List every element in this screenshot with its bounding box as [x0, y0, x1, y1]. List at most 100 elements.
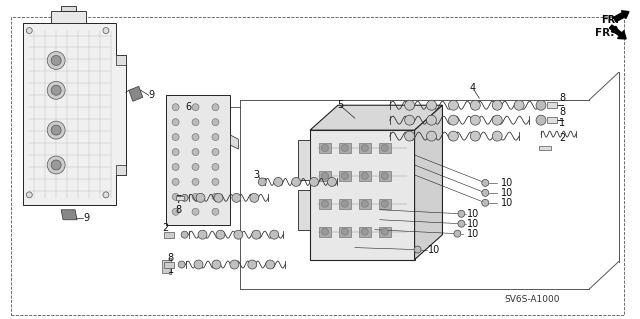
Circle shape — [212, 178, 219, 185]
Circle shape — [269, 230, 278, 239]
Text: 10: 10 — [501, 178, 513, 188]
Text: 10: 10 — [467, 219, 479, 229]
Text: 10: 10 — [501, 188, 513, 198]
Polygon shape — [359, 227, 371, 237]
Circle shape — [248, 260, 257, 269]
Text: 10: 10 — [428, 245, 440, 255]
Text: 9: 9 — [83, 213, 89, 223]
Polygon shape — [339, 171, 351, 181]
Circle shape — [404, 115, 415, 125]
Circle shape — [458, 210, 465, 217]
Circle shape — [449, 100, 458, 110]
Circle shape — [449, 131, 458, 141]
Polygon shape — [379, 227, 390, 237]
Text: 8: 8 — [559, 107, 565, 117]
Text: 8: 8 — [168, 253, 174, 263]
Circle shape — [381, 200, 388, 207]
Polygon shape — [129, 86, 143, 101]
Text: 2: 2 — [559, 133, 565, 143]
Circle shape — [514, 100, 524, 110]
Polygon shape — [339, 199, 351, 209]
Circle shape — [470, 115, 480, 125]
Polygon shape — [175, 196, 184, 200]
Text: 2: 2 — [163, 223, 169, 233]
Text: 1: 1 — [168, 264, 174, 275]
Circle shape — [381, 228, 388, 235]
Polygon shape — [51, 11, 86, 23]
Circle shape — [194, 260, 203, 269]
Circle shape — [192, 134, 199, 141]
Polygon shape — [539, 146, 551, 150]
Circle shape — [362, 228, 368, 235]
Circle shape — [212, 260, 221, 269]
Polygon shape — [116, 165, 126, 175]
Circle shape — [414, 246, 421, 253]
Circle shape — [321, 200, 328, 207]
Circle shape — [536, 100, 546, 110]
Polygon shape — [61, 6, 76, 11]
Circle shape — [47, 81, 65, 99]
FancyArrow shape — [614, 11, 629, 22]
Polygon shape — [359, 171, 371, 181]
Circle shape — [341, 228, 348, 235]
Circle shape — [192, 149, 199, 156]
Circle shape — [47, 51, 65, 70]
Polygon shape — [319, 227, 331, 237]
Text: 10: 10 — [467, 209, 479, 219]
Text: 8: 8 — [559, 93, 565, 103]
Polygon shape — [23, 23, 126, 205]
Polygon shape — [339, 143, 351, 153]
Text: 10: 10 — [501, 198, 513, 208]
Circle shape — [341, 200, 348, 207]
Circle shape — [198, 230, 207, 239]
Circle shape — [321, 173, 328, 179]
Polygon shape — [298, 140, 310, 180]
Circle shape — [212, 208, 219, 215]
Circle shape — [103, 27, 109, 33]
Circle shape — [292, 177, 301, 186]
Circle shape — [362, 145, 368, 152]
Text: 10: 10 — [467, 229, 479, 239]
Circle shape — [51, 56, 61, 65]
Circle shape — [266, 260, 275, 269]
Text: 6: 6 — [186, 102, 192, 112]
Text: SV6S-A1000: SV6S-A1000 — [504, 295, 560, 304]
Circle shape — [470, 131, 480, 141]
Circle shape — [192, 208, 199, 215]
Circle shape — [426, 100, 436, 110]
Circle shape — [362, 200, 368, 207]
Circle shape — [172, 193, 179, 200]
Polygon shape — [61, 210, 77, 220]
Circle shape — [454, 230, 461, 237]
Circle shape — [26, 192, 32, 198]
Text: 3: 3 — [253, 170, 259, 180]
Circle shape — [274, 177, 283, 186]
Circle shape — [252, 230, 260, 239]
FancyArrow shape — [609, 25, 626, 39]
Circle shape — [404, 100, 415, 110]
Circle shape — [181, 231, 188, 238]
Polygon shape — [547, 102, 557, 108]
Circle shape — [172, 163, 179, 170]
Circle shape — [212, 134, 219, 141]
Circle shape — [328, 177, 337, 186]
Polygon shape — [319, 143, 331, 153]
Circle shape — [381, 173, 388, 179]
Circle shape — [196, 193, 205, 202]
Circle shape — [178, 261, 185, 268]
Circle shape — [192, 193, 199, 200]
Circle shape — [492, 131, 502, 141]
Circle shape — [232, 193, 241, 202]
Polygon shape — [359, 143, 371, 153]
Polygon shape — [166, 95, 230, 225]
Circle shape — [192, 178, 199, 185]
Text: 5: 5 — [337, 100, 343, 110]
Polygon shape — [164, 262, 173, 268]
Polygon shape — [310, 105, 442, 130]
Polygon shape — [310, 130, 415, 260]
Polygon shape — [298, 190, 310, 230]
Polygon shape — [379, 143, 390, 153]
Circle shape — [341, 173, 348, 179]
Circle shape — [321, 228, 328, 235]
Circle shape — [192, 163, 199, 170]
